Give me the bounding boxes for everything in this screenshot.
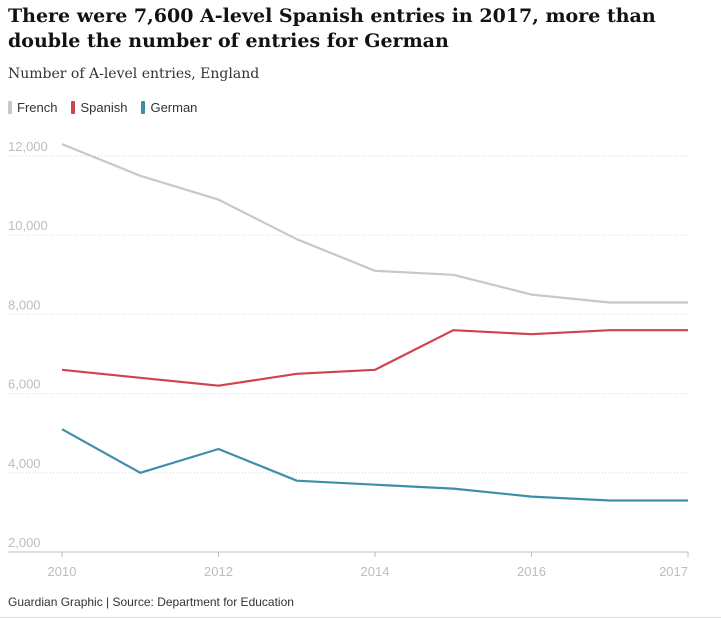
legend-swatch-german [141, 101, 146, 114]
legend-swatch-spanish [71, 101, 76, 114]
source-credit: Guardian Graphic | Source: Department fo… [8, 595, 294, 609]
x-tick-label: 2014 [361, 564, 390, 579]
legend: French Spanish German [8, 100, 197, 115]
y-tick-label: 10,000 [8, 218, 48, 233]
series-line-german [61, 428, 688, 502]
y-tick-label: 6,000 [8, 377, 41, 392]
legend-item-german: German [141, 100, 197, 115]
chart-subtitle: Number of A-level entries, England [8, 66, 260, 82]
legend-label-spanish: Spanish [80, 100, 128, 115]
y-tick-label: 2,000 [8, 535, 41, 550]
series-line-french [61, 143, 688, 304]
series-line-spanish [61, 329, 688, 387]
x-tick-label: 2012 [204, 564, 233, 579]
legend-label-german: German [150, 100, 198, 115]
legend-item-french: French [8, 100, 57, 115]
y-tick-label: 4,000 [8, 456, 41, 471]
legend-label-french: French [17, 100, 58, 115]
y-tick-label: 12,000 [8, 139, 48, 154]
chart-title: There were 7,600 A-level Spanish entries… [8, 5, 656, 52]
x-tick-label: 2016 [517, 564, 546, 579]
legend-swatch-french [8, 101, 12, 114]
x-tick-label: 2017 [659, 564, 688, 579]
y-tick-label: 8,000 [8, 297, 41, 312]
legend-item-spanish: Spanish [71, 100, 127, 115]
x-tick-label: 2010 [48, 564, 77, 579]
line-chart: 12,000 10,000 8,000 6,000 4,000 2,000 2010 2012… [8, 139, 689, 579]
